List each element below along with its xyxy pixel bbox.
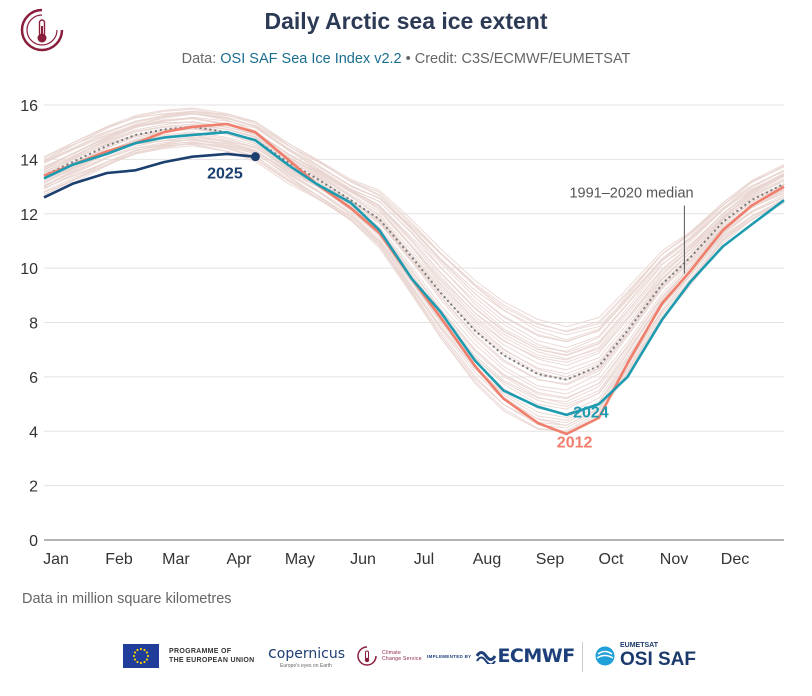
background-year-line <box>43 116 785 354</box>
background-year-line <box>43 137 785 405</box>
series-line-2024 <box>43 130 785 417</box>
x-tick-label: Apr <box>227 551 253 568</box>
background-year-line <box>43 134 785 399</box>
eu-programme-logo: PROGRAMME OF THE EUROPEAN UNION <box>123 638 255 674</box>
background-year-line <box>43 113 785 349</box>
y-tick-label: 14 <box>20 152 38 169</box>
background-year-line <box>43 141 785 419</box>
copernicus-text: opernicus <box>276 646 345 662</box>
y-tick-label: 2 <box>29 479 38 496</box>
copernicus-tag: Europe's eyes on Earth <box>280 663 332 669</box>
y-tick-label: 16 <box>20 98 38 115</box>
background-year-line <box>43 117 785 357</box>
units-footnote: Data in million square kilometres <box>22 591 232 607</box>
y-tick-label: 12 <box>20 207 38 224</box>
background-years <box>43 107 785 433</box>
osisaf-globe-icon <box>595 646 615 666</box>
y-tick-label: 4 <box>29 424 38 441</box>
latest-point-2025 <box>250 152 260 162</box>
y-tick-label: 8 <box>29 316 38 333</box>
background-year-line <box>43 132 785 400</box>
background-year-line <box>43 143 785 426</box>
y-tick-label: 0 <box>29 533 38 550</box>
ccs-line-2: Change Service <box>382 656 422 662</box>
x-axis-ticks: Jan Feb Mar Apr May Jun Jul Aug Sep Oct Nov Dec <box>43 551 749 568</box>
x-tick-label: Aug <box>473 551 501 568</box>
sea-ice-chart: 0 2 4 6 8 10 12 14 16 Jan Feb Mar Apr May Jun Jul Aug Se… <box>20 98 785 568</box>
background-year-line <box>43 121 785 363</box>
eu-line-1: PROGRAMME OF <box>169 648 232 655</box>
background-year-line <box>43 125 785 375</box>
x-tick-label: Sep <box>536 551 565 568</box>
series-line-2025 <box>43 152 256 199</box>
data-source-link[interactable]: OSI SAF Sea Ice Index v2.2 <box>220 51 402 67</box>
eu-line-2: THE EUROPEAN UNION <box>169 657 255 664</box>
chart-title: Daily Arctic sea ice extent <box>264 8 548 34</box>
series-line-1991-2020-median <box>43 125 785 381</box>
ccs-logo-icon <box>357 646 377 666</box>
background-year-line <box>43 128 785 381</box>
x-tick-label: Jul <box>414 551 434 568</box>
ccs-line-1: Climate <box>382 650 402 656</box>
background-year-line <box>43 112 785 336</box>
footer-divider <box>582 642 583 672</box>
annotation-2024: 2024 <box>573 405 609 422</box>
x-tick-label: Oct <box>599 551 624 568</box>
chart-subtitle: Data: OSI SAF Sea Ice Index v2.2 • Credi… <box>0 51 812 67</box>
series-lines <box>43 122 785 436</box>
background-year-line <box>43 123 785 371</box>
x-tick-label: Dec <box>721 551 749 568</box>
ecmwf-logo: IMPLEMENTED BY ECMWF <box>427 638 575 674</box>
x-tick-label: Nov <box>660 551 688 568</box>
c3s-logo-icon <box>20 8 64 52</box>
annotation-2025: 2025 <box>207 165 243 182</box>
copernicus-logo: copernicus Europe's eyes on Earth <box>268 643 345 669</box>
eumetsat-text: EUMETSAT <box>620 641 658 649</box>
implemented-by: IMPLEMENTED BY <box>427 653 472 659</box>
x-tick-label: May <box>285 551 315 568</box>
background-year-line <box>43 112 785 342</box>
annotation-1991-2020-median: 1991–2020 median <box>569 185 693 201</box>
ccs-logo: Climate Change Service <box>356 638 422 674</box>
y-axis-ticks: 0 2 4 6 8 10 12 14 16 <box>20 98 38 550</box>
background-year-line <box>43 131 785 395</box>
x-tick-label: Jun <box>350 551 376 568</box>
x-tick-label: Mar <box>162 551 190 568</box>
background-year-line <box>43 107 785 328</box>
annotations: 2025 2024 2012 1991–2020 median <box>207 165 693 451</box>
partner-logos: PROGRAMME OF THE EUROPEAN UNION copernicu… <box>0 638 812 678</box>
grid-lines <box>44 104 784 541</box>
osisaf-logo: EUMETSAT OSI SAF <box>594 638 696 674</box>
x-tick-label: Jan <box>43 551 69 568</box>
subtitle-credit: • Credit: C3S/ECMWF/EUMETSAT <box>401 51 631 67</box>
background-year-line <box>43 108 785 332</box>
ecmwf-wave-icon <box>476 651 497 664</box>
background-year-line <box>43 112 785 352</box>
ecmwf-text: ECMWF <box>497 645 575 667</box>
osisaf-text: OSI SAF <box>620 648 697 670</box>
background-year-line <box>43 121 785 360</box>
x-tick-label: Feb <box>105 551 133 568</box>
y-tick-label: 6 <box>29 370 38 387</box>
subtitle-prefix: Data: <box>181 51 221 67</box>
eu-flag-icon <box>123 644 159 668</box>
y-tick-label: 10 <box>20 261 38 278</box>
annotation-2012: 2012 <box>557 435 593 452</box>
background-year-line <box>43 142 785 429</box>
